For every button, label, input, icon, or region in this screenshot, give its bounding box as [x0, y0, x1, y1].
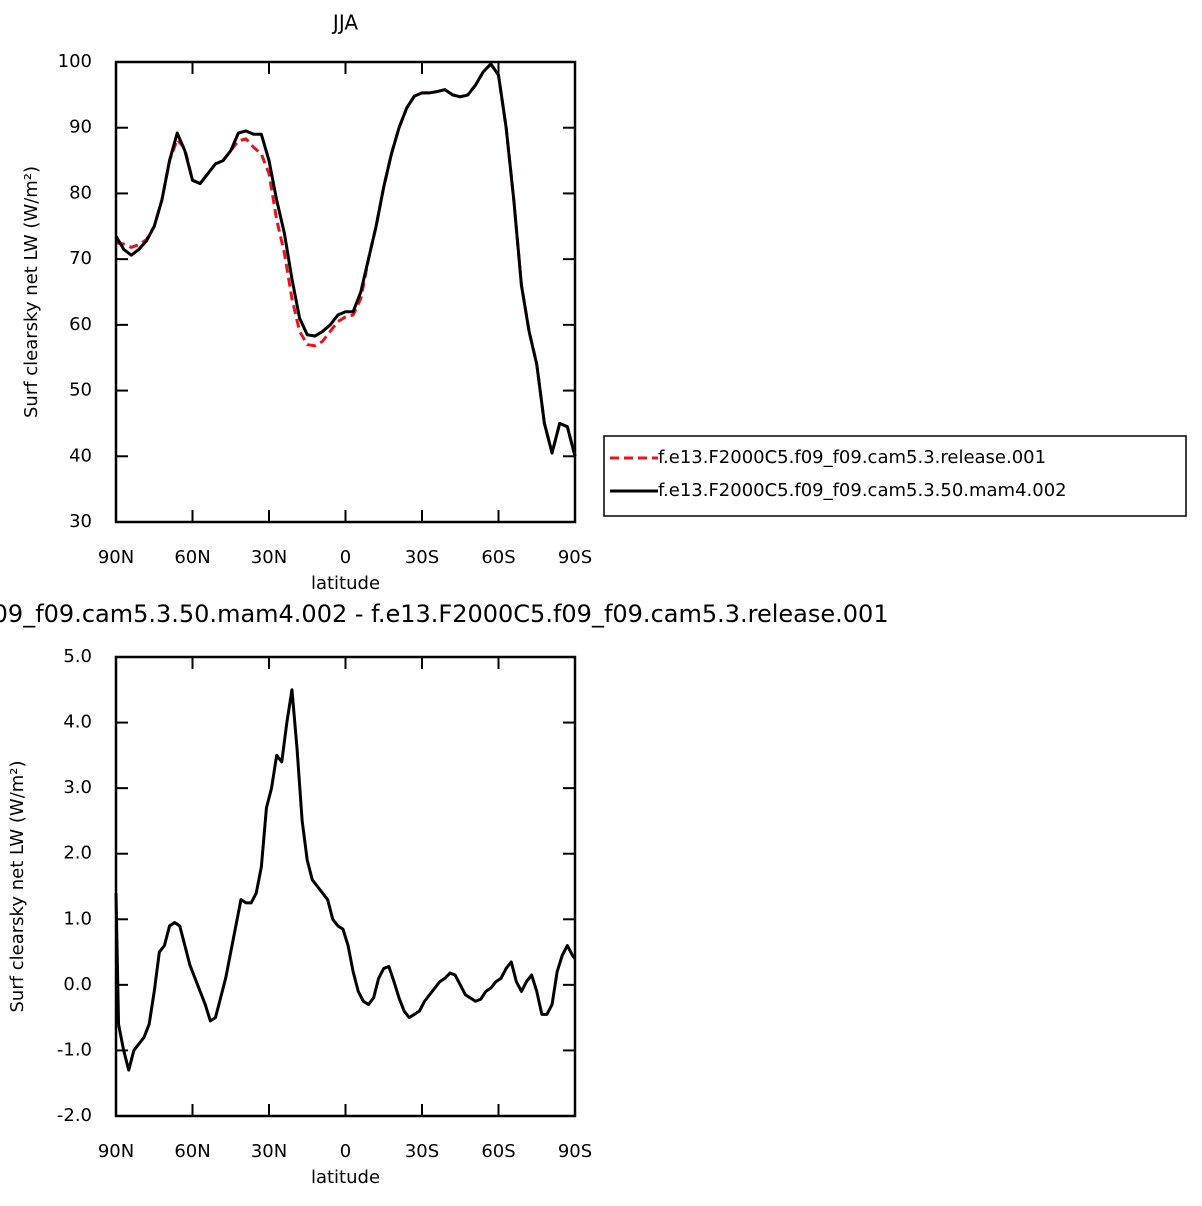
y-tick-label: 70	[69, 248, 92, 269]
y-tick-label: 30	[69, 511, 92, 532]
x-axis-label: latitude	[311, 573, 380, 594]
y-tick-label: 100	[58, 51, 92, 72]
y-axis-label: Surf clearsky net LW (W/m²)	[7, 760, 28, 1012]
y-tick-label: -2.0	[57, 1105, 92, 1126]
y-tick-label: -1.0	[57, 1039, 92, 1060]
plot-frame	[114, 60, 577, 524]
x-tick-label: 30N	[251, 547, 287, 568]
legend-label: f.e13.F2000C5.f09_f09.cam5.3.50.mam4.002	[658, 480, 1067, 501]
y-tick-label: 2.0	[63, 843, 92, 864]
y-tick-label: 4.0	[63, 712, 92, 733]
y-tick-label: 80	[69, 182, 92, 203]
x-tick-label: 90N	[98, 1141, 134, 1162]
x-tick-label: 90S	[558, 1141, 592, 1162]
y-tick-label: 50	[69, 380, 92, 401]
x-tick-label: 60S	[481, 1141, 515, 1162]
chart-title: f.e13.F2000C5.f09_f09.cam5.3.50.mam4.002…	[0, 600, 889, 628]
x-tick-label: 30S	[405, 1141, 439, 1162]
x-tick-label: 0	[340, 1141, 351, 1162]
x-tick-label: 60S	[481, 547, 515, 568]
y-tick-label: 3.0	[63, 777, 92, 798]
x-tick-label: 90S	[558, 547, 592, 568]
x-tick-label: 60N	[174, 1141, 210, 1162]
data-line	[114, 688, 577, 1072]
data-line	[114, 62, 577, 457]
chart-title: JJA	[331, 11, 358, 35]
y-tick-label: 40	[69, 445, 92, 466]
y-tick-label: 90	[69, 117, 92, 138]
x-axis-label: latitude	[311, 1167, 380, 1188]
x-tick-label: 30N	[251, 1141, 287, 1162]
x-tick-label: 90N	[98, 547, 134, 568]
plot-frame	[114, 655, 577, 1118]
y-tick-label: 60	[69, 314, 92, 335]
y-tick-label: 0.0	[63, 974, 92, 995]
y-tick-label: 1.0	[63, 908, 92, 929]
x-tick-label: 60N	[174, 547, 210, 568]
legend-box	[603, 435, 1187, 517]
legend-label: f.e13.F2000C5.f09_f09.cam5.3.release.001	[658, 447, 1046, 468]
x-tick-label: 0	[340, 547, 351, 568]
y-tick-label: 5.0	[63, 646, 92, 667]
x-tick-label: 30S	[405, 547, 439, 568]
y-axis-label: Surf clearsky net LW (W/m²)	[21, 166, 42, 418]
